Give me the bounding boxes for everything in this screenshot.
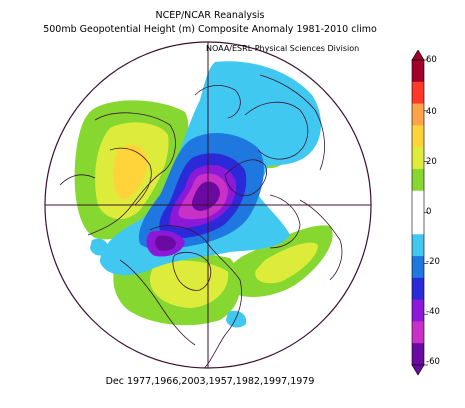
colorbar-segment: [412, 81, 424, 104]
colorbar-tick: 20: [426, 157, 437, 167]
colorbar-segment: [412, 256, 424, 279]
colorbar-segment: [412, 234, 424, 257]
credit-label: NOAA/ESRL Physical Sciences Division: [206, 44, 360, 53]
chart-title: NCEP/NCAR Reanalysis: [155, 10, 265, 21]
composite-dates: Dec 1977,1966,2003,1957,1982,1997,1979: [105, 376, 315, 387]
colorbar-segment: [412, 299, 424, 322]
colorbar-segment: [412, 190, 424, 213]
colorbar-segment: [412, 321, 424, 344]
colorbar-segment: [412, 125, 424, 148]
colorbar-tick: 0: [426, 207, 432, 217]
colorbar-tick: 60: [426, 55, 437, 65]
colorbar: [411, 50, 428, 376]
colorbar-top-arrow: [411, 50, 425, 61]
colorbar-bottom-arrow: [411, 364, 425, 376]
colorbar-tick: -60: [426, 357, 440, 367]
colorbar-segment: [412, 277, 424, 300]
colorbar-tick: 40: [426, 107, 437, 117]
colorbar-segment: [412, 60, 424, 83]
colorbar-segment: [412, 103, 424, 126]
colorbar-tick: -40: [426, 307, 440, 317]
coastlines: [59, 74, 343, 368]
map-border: [44, 41, 372, 369]
colorbar-segment: [412, 147, 424, 170]
colorbar-segment: [412, 212, 424, 235]
colorbar-segment: [412, 168, 424, 192]
colorbar-segment: [412, 343, 424, 366]
colorbar-tick: -20: [426, 257, 440, 267]
chart-subtitle: 500mb Geopotential Height (m) Composite …: [43, 24, 377, 35]
